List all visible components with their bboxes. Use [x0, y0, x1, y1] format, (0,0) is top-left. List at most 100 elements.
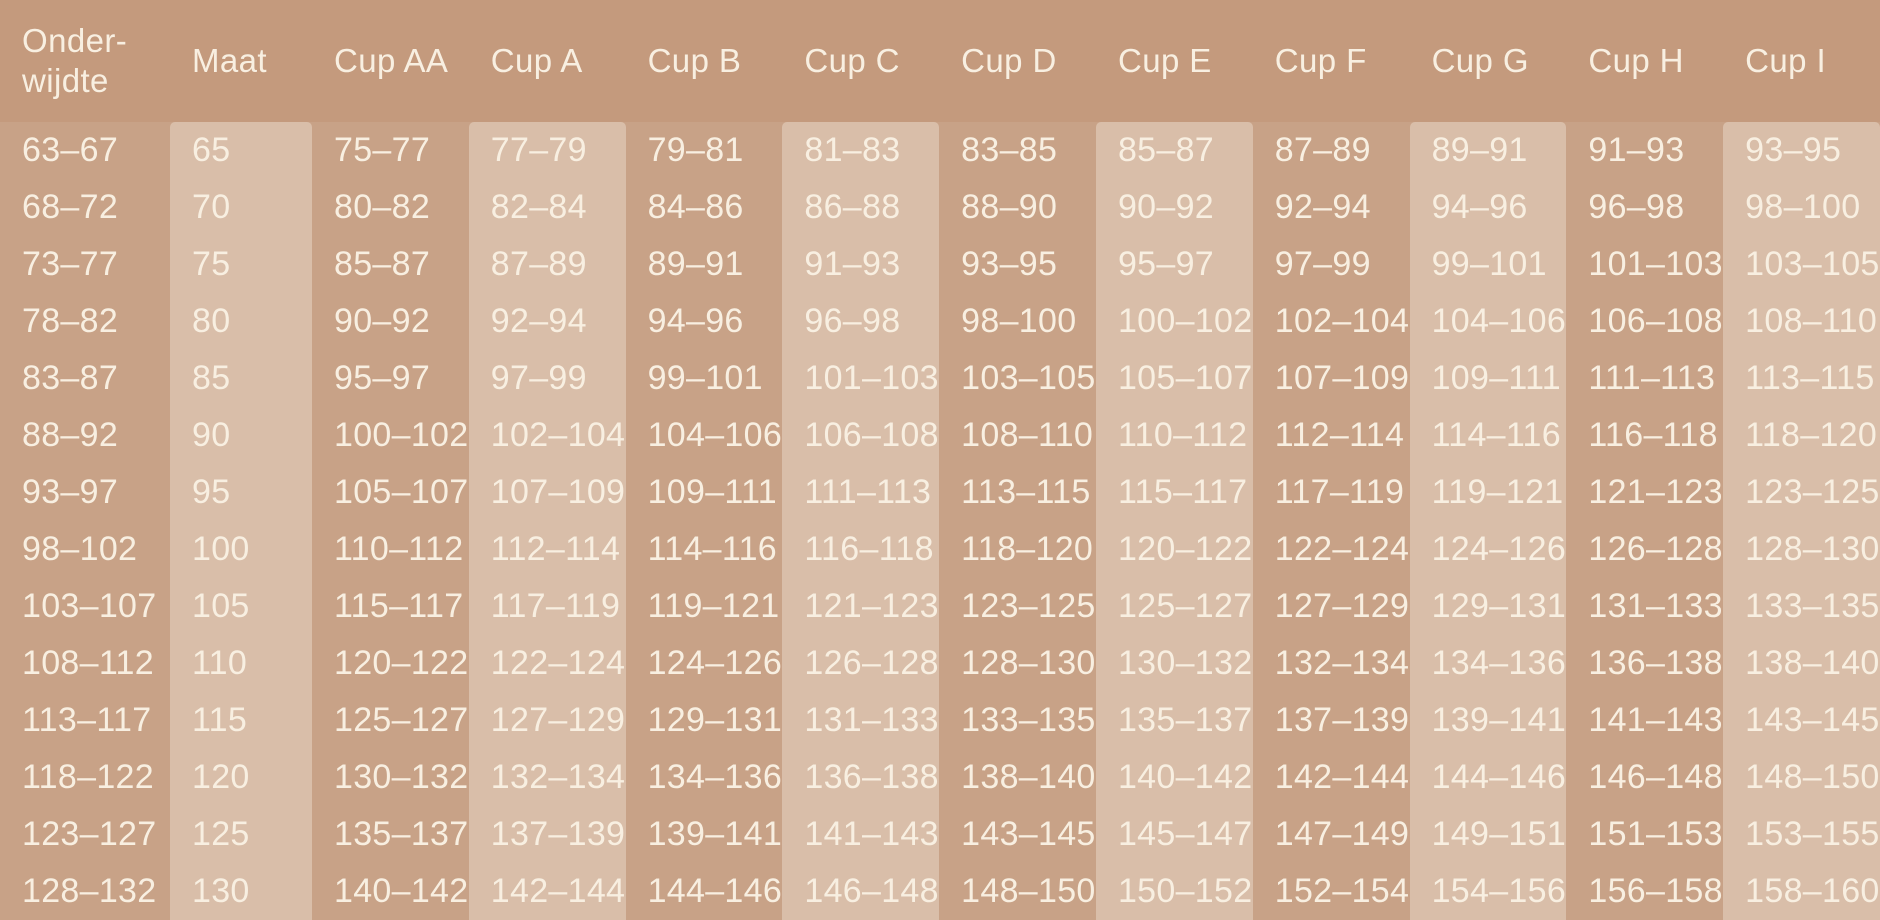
table-cell: 135–137 [311, 806, 469, 863]
table-cell: 85–87 [311, 236, 469, 293]
table-cell: 94–96 [1409, 179, 1567, 236]
table-cell: 152–154 [1252, 863, 1410, 920]
table-cell: 139–141 [625, 806, 783, 863]
table-cell: 136–138 [1566, 635, 1724, 692]
table-cell: 106–108 [782, 407, 940, 464]
table-cell: 118–120 [1723, 407, 1880, 464]
table-cell: 135–137 [1095, 692, 1253, 749]
table-cell: 103–107 [0, 578, 170, 635]
table-cell: 131–133 [782, 692, 940, 749]
table-cell: 138–140 [939, 749, 1096, 806]
table-cell: 111–113 [782, 464, 940, 521]
column-header-cup-e: Cup E [1095, 0, 1253, 122]
table-cell: 110 [170, 635, 312, 692]
table-cell: 104–106 [625, 407, 783, 464]
table-cell: 111–113 [1566, 350, 1724, 407]
table-cell: 98–100 [1723, 179, 1880, 236]
column-header-cup-b: Cup B [625, 0, 783, 122]
table-cell: 142–144 [468, 863, 626, 920]
table-cell: 144–146 [625, 863, 783, 920]
table-cell: 65 [170, 122, 312, 179]
table-cell: 142–144 [1252, 749, 1410, 806]
table-cell: 119–121 [1409, 464, 1567, 521]
table-cell: 129–131 [1409, 578, 1567, 635]
table-cell: 100–102 [1095, 293, 1253, 350]
table-cell: 102–104 [1252, 293, 1410, 350]
table-cell: 143–145 [1723, 692, 1880, 749]
table-cell: 95 [170, 464, 312, 521]
table-cell: 132–134 [468, 749, 626, 806]
table-cell: 83–87 [0, 350, 170, 407]
table-cell: 131–133 [1566, 578, 1724, 635]
table-cell: 133–135 [939, 692, 1096, 749]
table-cell: 120 [170, 749, 312, 806]
table-cell: 130–132 [311, 749, 469, 806]
table-cell: 126–128 [782, 635, 940, 692]
table-cell: 123–125 [1723, 464, 1880, 521]
table-cell: 82–84 [468, 179, 626, 236]
table-cell: 95–97 [311, 350, 469, 407]
table-cell: 146–148 [782, 863, 940, 920]
table-cell: 146–148 [1566, 749, 1724, 806]
table-cell: 117–119 [468, 578, 626, 635]
table-cell: 132–134 [1252, 635, 1410, 692]
column-header-cup-d: Cup D [939, 0, 1096, 122]
table-cell: 141–143 [782, 806, 940, 863]
table-cell: 141–143 [1566, 692, 1724, 749]
table-cell: 123–125 [939, 578, 1096, 635]
table-cell: 128–130 [1723, 521, 1880, 578]
table-cell: 120–122 [311, 635, 469, 692]
table-cell: 84–86 [625, 179, 783, 236]
table-cell: 106–108 [1566, 293, 1724, 350]
table-cell: 109–111 [1409, 350, 1567, 407]
table-cell: 92–94 [1252, 179, 1410, 236]
table-cell: 149–151 [1409, 806, 1567, 863]
table-cell: 115–117 [1095, 464, 1253, 521]
table-cell: 105 [170, 578, 312, 635]
table-cell: 124–126 [625, 635, 783, 692]
table-cell: 122–124 [468, 635, 626, 692]
table-cell: 97–99 [468, 350, 626, 407]
table-cell: 158–160 [1723, 863, 1880, 920]
table-cell: 95–97 [1095, 236, 1253, 293]
table-cell: 110–112 [311, 521, 469, 578]
table-cell: 107–109 [1252, 350, 1410, 407]
table-cell: 80 [170, 293, 312, 350]
table-cell: 114–116 [625, 521, 783, 578]
table-cell: 127–129 [1252, 578, 1410, 635]
table-cell: 140–142 [311, 863, 469, 920]
table-cell: 93–95 [1723, 122, 1880, 179]
table-cell: 108–110 [939, 407, 1096, 464]
table-cell: 114–116 [1409, 407, 1567, 464]
column-header-cup-a: Cup A [468, 0, 626, 122]
table-cell: 96–98 [782, 293, 940, 350]
table-cell: 90–92 [1095, 179, 1253, 236]
table-cell: 81–83 [782, 122, 940, 179]
table-cell: 121–123 [782, 578, 940, 635]
table-cell: 98–102 [0, 521, 170, 578]
column-header-cup-f: Cup F [1252, 0, 1410, 122]
table-cell: 125–127 [311, 692, 469, 749]
column-header-maat: Maat [170, 0, 312, 122]
table-cell: 143–145 [939, 806, 1096, 863]
table-cell: 87–89 [1252, 122, 1410, 179]
table-cell: 100–102 [311, 407, 469, 464]
table-cell: 99–101 [1409, 236, 1567, 293]
table-cell: 105–107 [1095, 350, 1253, 407]
table-cell: 148–150 [939, 863, 1096, 920]
table-cell: 94–96 [625, 293, 783, 350]
table-cell: 78–82 [0, 293, 170, 350]
table-cell: 115 [170, 692, 312, 749]
table-cell: 103–105 [939, 350, 1096, 407]
table-cell: 102–104 [468, 407, 626, 464]
table-cell: 120–122 [1095, 521, 1253, 578]
column-header-cup-h: Cup H [1566, 0, 1724, 122]
table-cell: 130 [170, 863, 312, 920]
table-cell: 115–117 [311, 578, 469, 635]
table-cell: 90–92 [311, 293, 469, 350]
table-cell: 112–114 [468, 521, 626, 578]
table-cell: 99–101 [625, 350, 783, 407]
table-cell: 124–126 [1409, 521, 1567, 578]
table-cell: 137–139 [468, 806, 626, 863]
